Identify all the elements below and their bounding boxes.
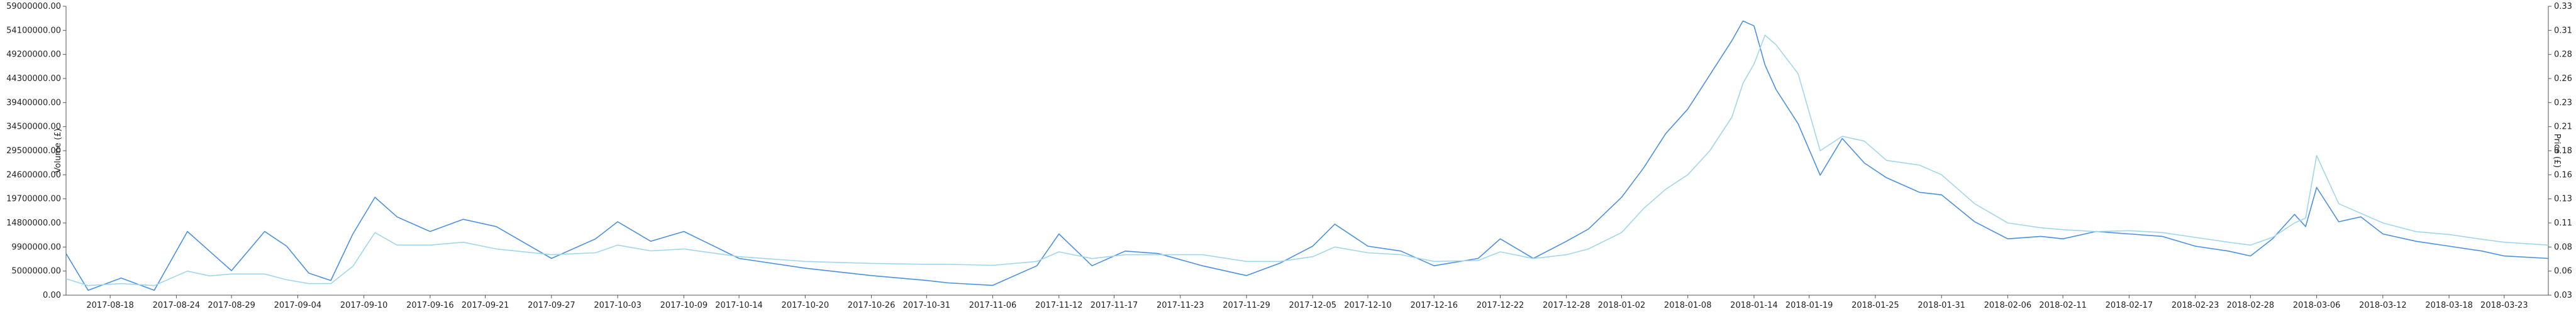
x-tick-label: 2017-12-22 [1477, 301, 1524, 310]
x-tick-label: 2017-10-31 [903, 301, 951, 310]
x-tick-label: 2017-11-17 [1091, 301, 1138, 310]
x-tick-label: 2017-11-12 [1035, 301, 1083, 310]
x-tick-label: 2018-02-06 [1984, 301, 2032, 310]
x-tick-label: 2017-12-28 [1543, 301, 1591, 310]
price-series-line [65, 35, 2549, 286]
volume-series-line [65, 20, 2549, 291]
x-tick-label: 2018-02-11 [2039, 301, 2087, 310]
right-y-tick-label: 0.13 [2554, 195, 2572, 204]
x-tick-label: 2018-01-14 [1730, 301, 1778, 310]
x-tick-label: 2017-09-16 [406, 301, 454, 310]
x-tick-label: 2017-10-26 [848, 301, 896, 310]
x-tick-label: 2018-01-31 [1918, 301, 1965, 310]
x-tick-label: 2017-12-05 [1289, 301, 1336, 310]
left-y-tick-label: 44300000.00 [6, 74, 61, 84]
right-y-tick-label: 0.23 [2554, 98, 2572, 107]
right-y-tick-label: 0.06 [2554, 267, 2572, 276]
right-y-tick-label: 0.33 [2554, 2, 2572, 11]
x-tick-label: 2018-03-23 [2480, 301, 2528, 310]
left-y-tick-label: 14800000.00 [6, 219, 61, 228]
x-tick-label: 2017-08-24 [153, 301, 201, 310]
left-y-tick-label: 9900000.00 [11, 242, 61, 252]
x-tick-label: 2017-11-29 [1223, 301, 1270, 310]
x-tick-label: 2018-01-02 [1598, 301, 1646, 310]
right-y-tick-label: 0.21 [2554, 122, 2572, 132]
left-y-tick-label: 49200000.00 [6, 50, 61, 60]
right-y-tick-label: 0.31 [2554, 26, 2572, 35]
x-tick-label: 2017-12-10 [1344, 301, 1392, 310]
left-y-tick-label: 0.00 [43, 291, 61, 300]
right-y-tick-label: 0.26 [2554, 74, 2572, 84]
left-y-tick-label: 5000000.00 [11, 267, 61, 276]
left-y-tick-label: 54100000.00 [6, 26, 61, 35]
x-tick-label: 2018-01-25 [1852, 301, 1899, 310]
x-tick-label: 2018-02-23 [2172, 301, 2219, 310]
x-tick-label: 2017-10-14 [715, 301, 763, 310]
right-y-tick-label: 0.18 [2554, 146, 2572, 156]
plot-frame [65, 6, 2549, 296]
left-y-axis-ticks: 0.00 5000000.00 9900000.00 14800000.00 19700… [6, 2, 66, 300]
right-y-tick-label: 0.03 [2554, 291, 2572, 300]
x-tick-label: 2017-11-06 [969, 301, 1017, 310]
x-tick-label: 2017-09-04 [274, 301, 322, 310]
right-y-tick-label: 0.28 [2554, 50, 2572, 60]
left-y-tick-label: 34500000.00 [6, 122, 61, 132]
x-tick-label: 2018-03-12 [2359, 301, 2407, 310]
x-tick-label: 2017-09-10 [340, 301, 388, 310]
x-tick-label: 2018-01-08 [1664, 301, 1712, 310]
series-layer [65, 20, 2549, 291]
x-tick-label: 2018-02-17 [2106, 301, 2153, 310]
x-tick-label: 2018-03-06 [2293, 301, 2341, 310]
left-y-tick-label: 39400000.00 [6, 98, 61, 107]
x-tick-label: 2017-10-09 [660, 301, 708, 310]
left-y-tick-label: 24600000.00 [6, 170, 61, 180]
x-tick-label: 2017-08-18 [86, 301, 134, 310]
right-y-tick-label: 0.08 [2554, 242, 2572, 252]
left-y-tick-label: 59000000.00 [6, 2, 61, 11]
x-tick-label: 2018-02-28 [2227, 301, 2275, 310]
x-tick-label: 2018-01-19 [1785, 301, 1833, 310]
right-y-tick-label: 0.11 [2554, 219, 2572, 228]
x-tick-label: 2017-10-03 [594, 301, 641, 310]
x-axis-ticks: 2017-08-18 2017-08-24 2017-08-29 2017-09-04… [86, 295, 2528, 310]
left-y-tick-label: 29500000.00 [6, 146, 61, 156]
x-tick-label: 2018-03-18 [2425, 301, 2473, 310]
x-tick-label: 2017-11-23 [1157, 301, 1204, 310]
x-tick-label: 2017-09-21 [462, 301, 509, 310]
right-y-tick-label: 0.16 [2554, 170, 2572, 180]
right-y-axis-ticks: 0.03 0.06 0.08 0.11 0.13 0.16 0.18 0.21 0.23 0.26… [2548, 2, 2572, 300]
right-y-axis-label: Price (£) [2552, 134, 2562, 168]
x-tick-label: 2017-12-16 [1410, 301, 1458, 310]
x-tick-label: 2017-08-29 [208, 301, 255, 310]
x-tick-label: 2017-09-27 [528, 301, 575, 310]
left-y-axis-label: Volume (£) [53, 129, 63, 173]
x-tick-label: 2017-10-20 [782, 301, 830, 310]
left-y-tick-label: 19700000.00 [6, 195, 61, 204]
